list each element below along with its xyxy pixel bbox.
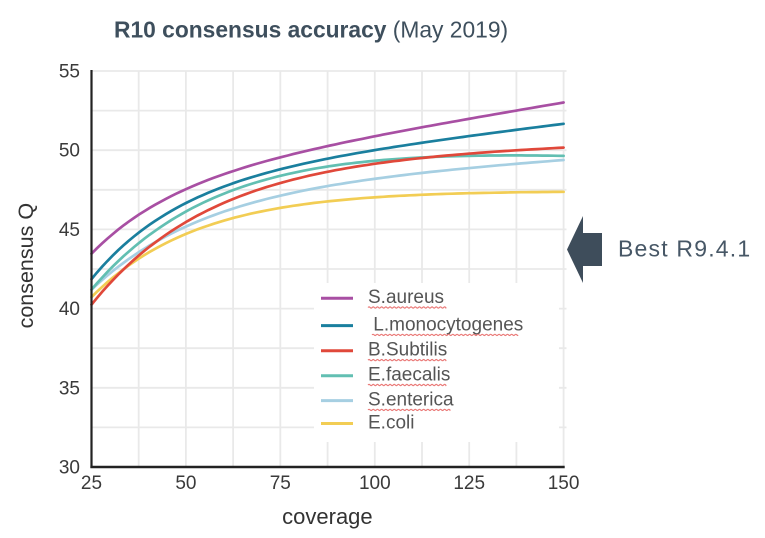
svg-text:E.faecalis: E.faecalis bbox=[368, 365, 450, 386]
svg-text:55: 55 bbox=[59, 62, 80, 83]
svg-text:45: 45 bbox=[59, 220, 80, 241]
svg-text:E.coli: E.coli bbox=[368, 412, 414, 433]
svg-text:30: 30 bbox=[59, 458, 80, 479]
svg-text:L.monocytogenes: L.monocytogenes bbox=[368, 314, 523, 335]
svg-text:Best R9.4.1: Best R9.4.1 bbox=[618, 236, 751, 262]
svg-text:B.Subtilis: B.Subtilis bbox=[368, 340, 447, 361]
svg-text:S.enterica: S.enterica bbox=[368, 389, 454, 410]
svg-text:consensus Q: consensus Q bbox=[14, 203, 38, 328]
svg-text:R10 consensus accuracy (May 20: R10 consensus accuracy (May 2019) bbox=[114, 17, 508, 43]
svg-text:50: 50 bbox=[59, 141, 80, 162]
svg-text:25: 25 bbox=[81, 473, 102, 494]
svg-text:100: 100 bbox=[359, 473, 391, 494]
svg-text:75: 75 bbox=[270, 473, 291, 494]
svg-text:50: 50 bbox=[175, 473, 196, 494]
svg-text:S.aureus: S.aureus bbox=[368, 287, 444, 308]
svg-text:150: 150 bbox=[548, 473, 580, 494]
svg-text:40: 40 bbox=[59, 299, 80, 320]
svg-text:coverage: coverage bbox=[282, 504, 373, 529]
svg-text:35: 35 bbox=[59, 378, 80, 399]
svg-text:125: 125 bbox=[453, 473, 485, 494]
